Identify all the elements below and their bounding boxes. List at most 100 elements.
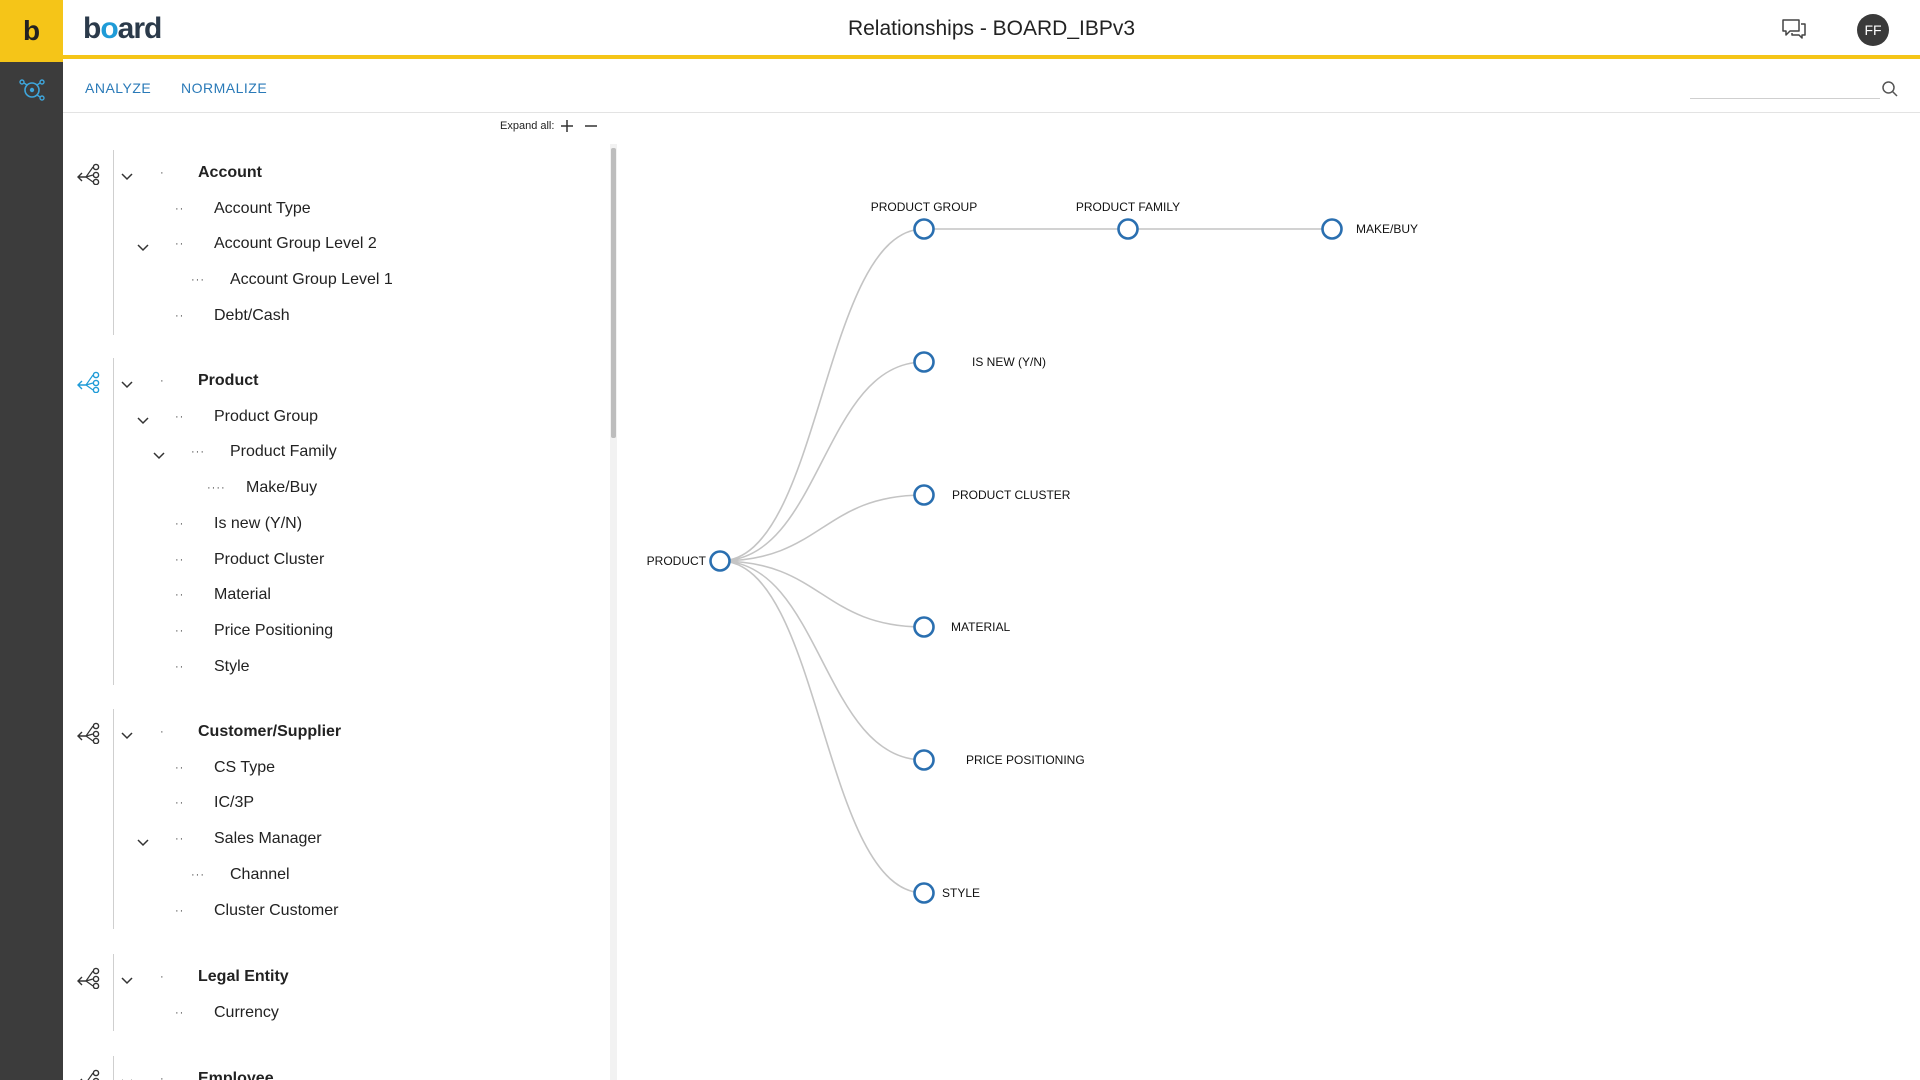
- tree-item-label[interactable]: Price Positioning: [214, 621, 334, 639]
- group-divider-line: [113, 358, 114, 686]
- tree-level-dots: ···: [191, 274, 205, 287]
- chevron-down-icon[interactable]: [137, 239, 149, 252]
- graph-node-label-style: STYLE: [942, 886, 980, 900]
- tree-level-dots: ··: [175, 553, 185, 566]
- tree-level-dots: ·: [160, 167, 165, 179]
- tree-group-label[interactable]: Customer/Supplier: [198, 723, 342, 740]
- graph-node-product-family[interactable]: [1117, 218, 1139, 240]
- graph-node-root[interactable]: [709, 550, 731, 572]
- tree-level-dots: ··: [175, 238, 185, 251]
- tree-level-dots: ··: [175, 589, 185, 602]
- dimension-group-icon[interactable]: [76, 722, 102, 745]
- chevron-down-icon[interactable]: [137, 412, 149, 424]
- tree-item-label[interactable]: Style: [214, 657, 250, 675]
- tree-item-label[interactable]: Debt/Cash: [214, 306, 290, 324]
- tree-level-dots: ····: [207, 482, 226, 495]
- chevron-down-icon[interactable]: [121, 376, 133, 389]
- tree-item-label[interactable]: Cluster Customer: [214, 901, 339, 919]
- tree-scrollbar[interactable]: [610, 144, 617, 1080]
- graph-node-label-product-group: PRODUCT GROUP: [871, 200, 977, 214]
- graph-node-product-cluster[interactable]: [913, 484, 935, 506]
- tree-level-dots: ··: [175, 309, 185, 322]
- app-logo-letter: b: [22, 15, 41, 46]
- tree-level-dots: ···: [191, 446, 205, 459]
- tree-item-label[interactable]: CS Type: [214, 758, 276, 776]
- graph-node-material[interactable]: [913, 616, 935, 638]
- tree-item-label[interactable]: Currency: [214, 1003, 279, 1021]
- dimension-group-icon[interactable]: [76, 371, 102, 394]
- graph-node-style[interactable]: [913, 882, 935, 904]
- graph-node-make-buy[interactable]: [1321, 218, 1343, 240]
- tree-level-dots: ··: [175, 624, 185, 637]
- graph-node-is-new[interactable]: [913, 351, 935, 373]
- tree-item-label[interactable]: Account Group Level 2: [214, 235, 377, 253]
- tree-item-label[interactable]: Material: [214, 586, 271, 604]
- graph-edge: [719, 361, 925, 562]
- tree-item-label[interactable]: Sales Manager: [214, 830, 322, 848]
- graph-node-label-product-cluster: PRODUCT CLUSTER: [952, 488, 1071, 502]
- tree-group-label[interactable]: Employee: [198, 1070, 274, 1080]
- graph-node-label-price-positioning: PRICE POSITIONING: [966, 753, 1085, 767]
- tree-group-label[interactable]: Legal Entity: [198, 968, 289, 985]
- graph-edge: [719, 560, 925, 894]
- tree-item-label[interactable]: Account Group Level 1: [230, 271, 393, 289]
- collapse-all-minus-icon[interactable]: [584, 119, 598, 133]
- tree-item-label[interactable]: Channel: [230, 865, 290, 883]
- graph-node-product-group[interactable]: [913, 218, 935, 240]
- tree-level-dots: ··: [175, 833, 185, 846]
- chevron-down-icon[interactable]: [137, 834, 149, 847]
- tree-level-dots: ·: [160, 1073, 165, 1080]
- tree-level-dots: ··: [175, 660, 185, 673]
- tree-group-label[interactable]: Product: [198, 372, 259, 389]
- relationships-nav-icon[interactable]: [18, 76, 46, 104]
- tree-level-dots: ·: [160, 726, 165, 738]
- tab-analyze[interactable]: ANALYZE: [85, 80, 152, 96]
- tree-item-label[interactable]: Account Type: [214, 199, 311, 217]
- chevron-down-icon[interactable]: [153, 447, 165, 460]
- tree-item-label[interactable]: Is new (Y/N): [214, 514, 303, 532]
- tab-normalize[interactable]: NORMALIZE: [181, 80, 268, 96]
- search-icon[interactable]: [1881, 80, 1899, 98]
- expand-all-plus-icon[interactable]: [560, 119, 574, 133]
- chevron-down-icon[interactable]: [121, 972, 133, 985]
- group-divider-line: [113, 954, 114, 1032]
- dimension-group-icon[interactable]: [76, 163, 102, 186]
- board-logo[interactable]: board: [83, 12, 162, 45]
- graph-node-label-material: MATERIAL: [951, 620, 1010, 634]
- tree-panel: Expand all: · Account ·· Account Type ·· Acco…: [63, 114, 620, 1080]
- chat-icon[interactable]: [1781, 17, 1807, 41]
- tree-scrollbar-thumb[interactable]: [611, 148, 616, 438]
- group-divider-line: [113, 1056, 114, 1080]
- search-input[interactable]: [1690, 77, 1880, 99]
- group-divider-line: [113, 150, 114, 335]
- app-header: board Relationships - BOARD_IBPv3 FF: [63, 0, 1920, 59]
- tree-level-dots: ·: [160, 971, 165, 983]
- graph-edge: [719, 228, 925, 562]
- graph-edge: [719, 560, 925, 761]
- tree-item-label[interactable]: Product Family: [230, 443, 337, 461]
- chevron-down-icon[interactable]: [121, 168, 133, 181]
- tree-level-dots: ··: [175, 410, 185, 423]
- graph-node-label-root: PRODUCT: [647, 554, 707, 568]
- graph-node-price-positioning[interactable]: [913, 749, 935, 771]
- left-rail: b: [0, 0, 63, 1080]
- app-logo-button[interactable]: b: [0, 0, 63, 62]
- tree-item-label[interactable]: Make/Buy: [246, 479, 318, 497]
- relationship-graph: PRODUCT PRODUCT GROUP IS NEW (Y/N) PRODUCT …: [647, 200, 1418, 904]
- chevron-down-icon[interactable]: [121, 1074, 133, 1080]
- dimension-group-icon[interactable]: [76, 967, 102, 990]
- toolbar: ANALYZE NORMALIZE: [63, 63, 1920, 113]
- user-avatar[interactable]: FF: [1857, 14, 1889, 46]
- search-underline: [1690, 98, 1880, 99]
- tree-level-dots: ··: [175, 202, 185, 215]
- graph-node-label-make-buy: MAKE/BUY: [1356, 222, 1418, 236]
- tree-item-label[interactable]: Product Group: [214, 407, 319, 425]
- tree-group-label[interactable]: Account: [198, 164, 262, 181]
- tree-item-label[interactable]: IC/3P: [214, 794, 255, 812]
- tree-item-label[interactable]: Product Cluster: [214, 550, 325, 568]
- tree-level-dots: ··: [175, 761, 185, 774]
- dimension-group-icon[interactable]: [76, 1069, 102, 1080]
- chevron-down-icon[interactable]: [121, 727, 133, 740]
- tree-level-dots: ··: [175, 797, 185, 810]
- tree-level-dots: ··: [175, 517, 185, 530]
